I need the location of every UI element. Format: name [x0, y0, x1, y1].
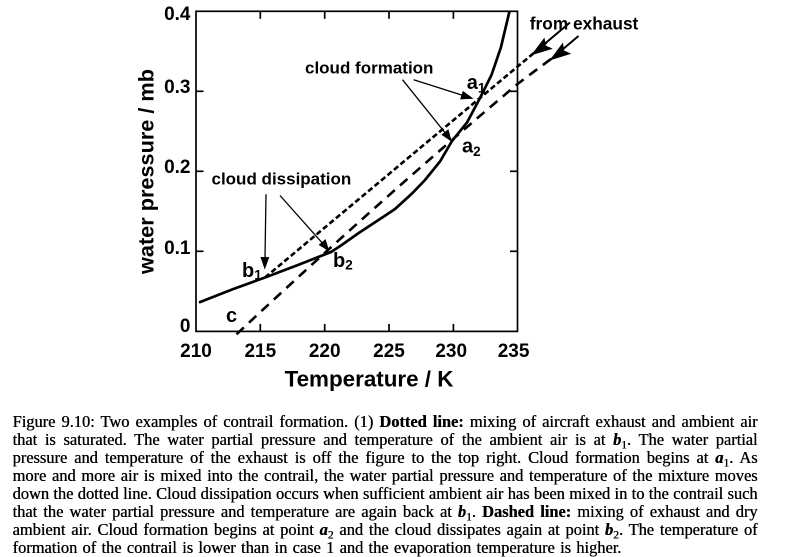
svg-text:cloud dissipation: cloud dissipation: [212, 170, 352, 189]
svg-text:from exhaust: from exhaust: [530, 13, 639, 33]
svg-text:0: 0: [180, 316, 191, 337]
svg-text:0.1: 0.1: [164, 238, 191, 259]
svg-text:b1: b1: [242, 260, 262, 283]
svg-text:0.2: 0.2: [164, 157, 190, 178]
svg-text:0.4: 0.4: [164, 4, 191, 25]
svg-text:235: 235: [498, 341, 530, 362]
svg-text:230: 230: [435, 341, 467, 362]
svg-text:a2: a2: [462, 136, 481, 160]
svg-text:water pressure / mb: water pressure / mb: [134, 69, 159, 275]
svg-text:220: 220: [309, 341, 341, 362]
svg-text:cloud formation: cloud formation: [305, 59, 433, 78]
svg-text:0.3: 0.3: [164, 77, 190, 98]
svg-text:225: 225: [373, 341, 405, 362]
svg-text:b2: b2: [333, 250, 353, 273]
svg-text:215: 215: [244, 341, 276, 362]
svg-text:Temperature / K: Temperature / K: [285, 367, 454, 392]
svg-text:c: c: [226, 305, 237, 327]
svg-text:a1: a1: [467, 72, 486, 96]
svg-text:210: 210: [180, 341, 212, 362]
